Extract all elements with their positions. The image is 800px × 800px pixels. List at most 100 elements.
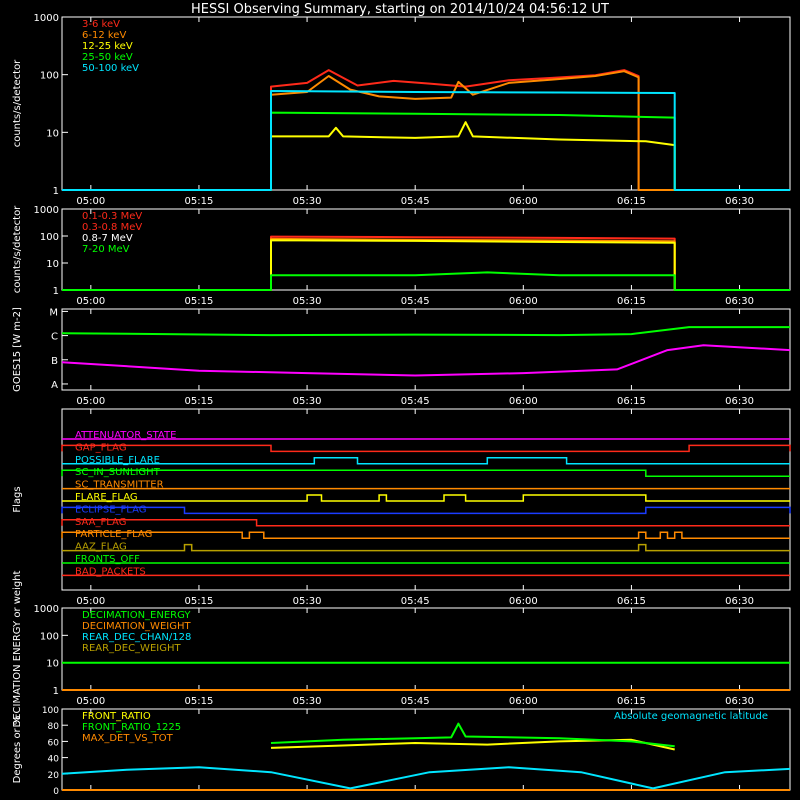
panel-flags-xtick-label: 05:00 [76, 596, 105, 607]
panel-ratio-legend-item: FRONT_RATIO_1225 [82, 722, 181, 733]
panel-decimation-ylabel: DECIMATION ENERGY or weight [12, 570, 23, 727]
panel-flags-xtick-label: 06:15 [617, 596, 646, 607]
plot-title: HESSI Observing Summary, starting on 201… [191, 2, 609, 17]
panel-lowenergy-xtick-label: 06:00 [509, 196, 538, 207]
panel-lowenergy-series-line [62, 69, 790, 191]
panel-highenergy-xtick-label: 06:15 [617, 296, 646, 307]
panel-lowenergy: 05:00 05:15 05:30 05:45 06:00 06:15 06:30 count… [12, 13, 791, 207]
panel-flags-ylabel: Flags [12, 486, 23, 512]
panel-highenergy-legend-item: 7-20 MeV [82, 244, 130, 255]
flag-line [61, 531, 790, 539]
panel-flags-frame [61, 408, 791, 591]
panel-decimation-xtick-label: 06:30 [725, 696, 754, 707]
panel-flags-xtick-label: 06:00 [509, 596, 538, 607]
panel-ratio-ytick-label: 100 [42, 706, 59, 716]
panel-decimation: 05:00 05:15 05:30 05:45 06:00 06:15 06:30 DECIM… [12, 570, 791, 727]
panel-decimation-xtick-label: 05:45 [401, 696, 430, 707]
panel-lowenergy-legend-item: 25-50 keV [82, 52, 133, 63]
flag-line [62, 543, 790, 552]
panel-ratio-legend-item: MAX_DET_VS_TOT [82, 733, 174, 744]
panel-lowenergy-ylabel: counts/s/detector [12, 59, 23, 147]
panel-goes-xtick-label: 06:15 [617, 396, 646, 407]
panel-highenergy-ytick-label: 1000 [34, 205, 59, 216]
panel-highenergy-legend-item: 0.1-0.3 MeV [82, 211, 142, 222]
panel-decimation-ytick-label: 1000 [34, 604, 59, 615]
panel-highenergy-ytick-label: 1 [53, 286, 59, 297]
panel-lowenergy-ytick-label: 1000 [34, 13, 59, 24]
panel-goes-xtick-label: 05:45 [401, 396, 430, 407]
panel-highenergy-xtick-label: 06:30 [725, 296, 754, 307]
panel-decimation-ytick-label: 100 [40, 631, 59, 642]
panel-decimation-xtick-label: 05:30 [293, 696, 322, 707]
panel-highenergy-xtick-label: 05:30 [293, 296, 322, 307]
panel-goes-xtick-label: 06:00 [509, 396, 538, 407]
panel-goes-ytick-label: A [51, 380, 58, 391]
flag-label: SC_TRANSMITTER [75, 480, 164, 491]
panel-lowenergy-ytick-label: 1 [53, 186, 59, 197]
panel-highenergy-ytick-label: 10 [46, 259, 59, 270]
panel-ratio-series-line [270, 738, 675, 751]
panel-ratio-ytick-label: 0 [53, 787, 59, 797]
panel-goes-ylabel: GOES15 [W m-2] [12, 307, 23, 392]
flag-label: BAD_PACKETS [75, 566, 146, 577]
panel-lowenergy-xtick-label: 06:30 [725, 196, 754, 207]
panel-ratio-ytick-label: 80 [48, 722, 60, 732]
panel-highenergy-ytick-label: 100 [40, 232, 59, 243]
panel-decimation-ytick-label: 10 [46, 659, 59, 670]
flag-line [62, 457, 790, 465]
panel-highenergy: 05:00 05:15 05:30 05:45 06:00 06:15 06:30 count… [12, 205, 791, 307]
panel-flags-xtick-label: 05:45 [401, 596, 430, 607]
geomagnetic-annotation: Absolute geomagnetic latitude [614, 711, 768, 722]
flag-line [61, 444, 791, 453]
panel-lowenergy-legend-item: 6-12 keV [82, 30, 126, 41]
panel-decimation-legend-item: DECIMATION_WEIGHT [82, 621, 191, 632]
panel-goes-xtick-label: 05:30 [293, 396, 322, 407]
panel-decimation-xtick-label: 05:00 [76, 696, 105, 707]
panel-highenergy-xtick-label: 06:00 [509, 296, 538, 307]
panel-decimation-xtick-label: 06:15 [617, 696, 646, 707]
panel-ratio: Degrees or % 0 20 40 60 80 100 Absolute geomagn… [12, 706, 791, 797]
panel-highenergy-frame [61, 208, 791, 291]
panel-highenergy-legend-item: 0.8-7 MeV [82, 233, 133, 244]
panel-decimation-xtick-label: 05:15 [185, 696, 214, 707]
panel-flags-xtick-label: 05:15 [185, 596, 214, 607]
panel-lowenergy-xtick-label: 05:30 [293, 196, 322, 207]
panel-goes-series-line [61, 344, 791, 377]
panels-group: 05:00 05:15 05:30 05:45 06:00 06:15 06:30 count… [12, 13, 791, 797]
panel-goes-xtick-label: 05:00 [76, 396, 105, 407]
panel-lowenergy-legend-item: 12-25 keV [82, 41, 133, 52]
panel-goes-series-line [61, 326, 790, 337]
flag-label: AAZ_FLAG [75, 542, 127, 553]
flag-label: POSSIBLE_FLARE [75, 455, 160, 466]
panel-lowenergy-legend-item: 50-100 keV [82, 63, 139, 74]
flag-label: FLARE_FLAG [75, 492, 138, 503]
panel-decimation-legend-item: DECIMATION_ENERGY [82, 610, 191, 621]
panel-ratio-ytick-label: 60 [48, 738, 60, 748]
flag-label: GAP_FLAG [75, 442, 127, 453]
panel-lowenergy-series-line [62, 90, 790, 191]
panel-goes-ytick-label: M [49, 307, 58, 318]
panel-ratio-ytick-label: 40 [48, 755, 60, 765]
panel-ratio-legend-item: FRONT_RATIO [82, 711, 151, 722]
panel-lowenergy-xtick-label: 05:45 [401, 196, 430, 207]
panel-lowenergy-xtick-label: 05:15 [185, 196, 214, 207]
panel-decimation-legend-item: REAR_DEC_CHAN/128 [82, 632, 191, 643]
panel-ratio-ylabel: Degrees or % [12, 716, 23, 784]
flag-label: PARTICLE_FLAG [75, 529, 152, 540]
panel-lowenergy-frame [61, 16, 791, 191]
panel-highenergy-legend-item: 0.3-0.8 MeV [82, 222, 142, 233]
flag-line [62, 494, 790, 502]
panel-highenergy-ylabel: counts/s/detector [12, 205, 23, 293]
panel-goes-xtick-label: 05:15 [185, 396, 214, 407]
panel-flags-xtick-label: 06:30 [725, 596, 754, 607]
panel-lowenergy-legend-item: 3-6 keV [82, 19, 120, 30]
panel-goes-xtick-label: 06:30 [725, 396, 754, 407]
panel-lowenergy-series-line [62, 121, 790, 191]
flag-label: ATTENUATOR_STATE [75, 430, 176, 441]
flag-line [61, 506, 791, 515]
panel-highenergy-xtick-label: 05:15 [185, 296, 214, 307]
panel-lowenergy-series-line [62, 70, 790, 191]
flag-line [61, 469, 790, 477]
panel-goes-ytick-label: B [51, 356, 58, 367]
